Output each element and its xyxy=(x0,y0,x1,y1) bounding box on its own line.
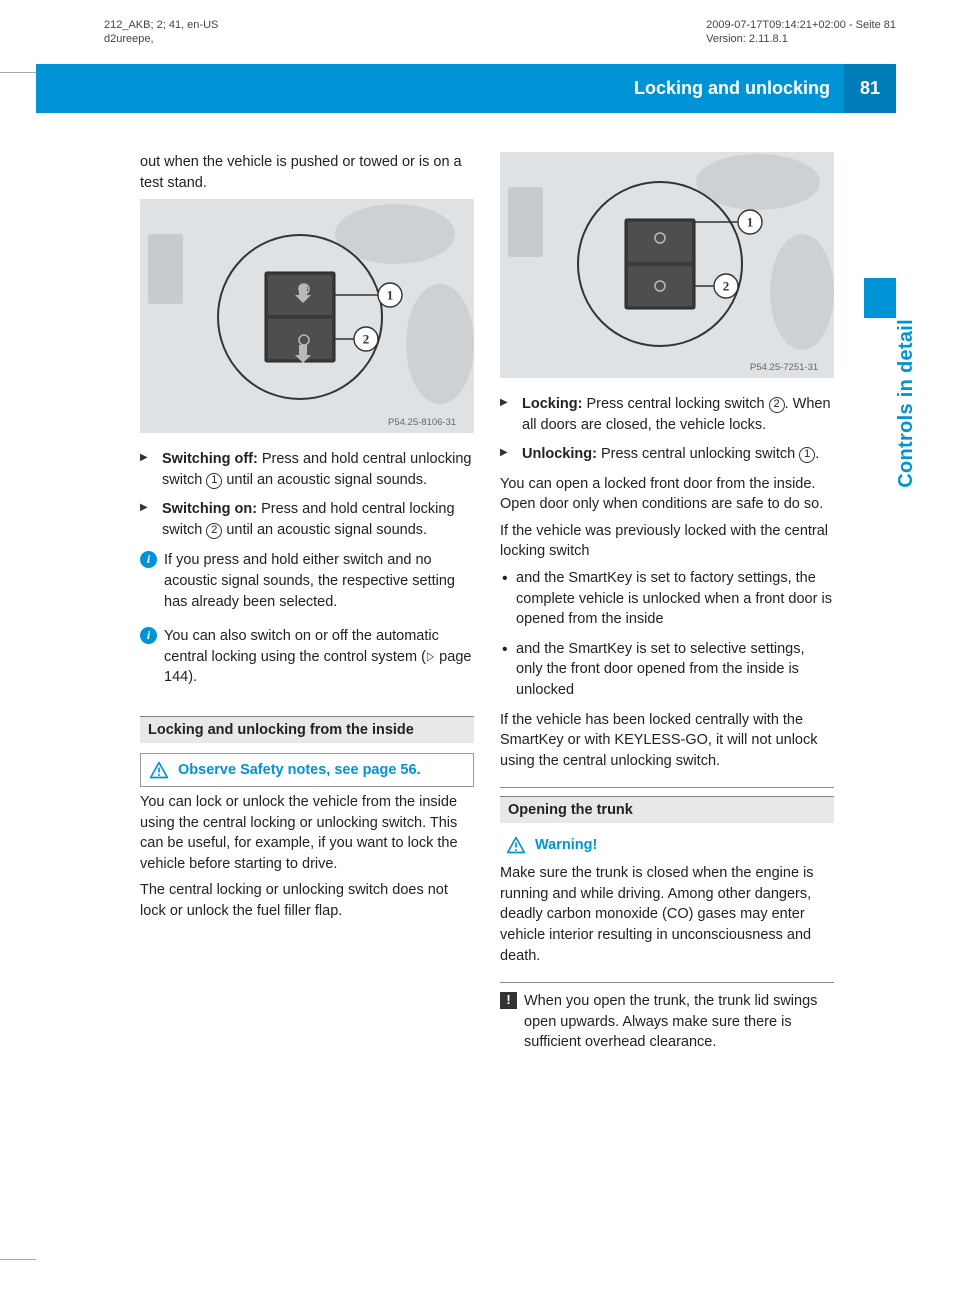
header-title: Locking and unlocking xyxy=(634,78,844,99)
right-bullets: and the SmartKey is set to factory setti… xyxy=(500,568,834,700)
section-opening-trunk: Opening the trunk xyxy=(500,796,834,823)
print-metadata: 212_AKB; 2; 41, en-US d2ureepe, 2009-07-… xyxy=(104,18,896,47)
divider xyxy=(500,982,834,983)
step-locking: Locking: Press central locking switch 2.… xyxy=(500,394,834,435)
step-switching-on: Switching on: Press and hold central loc… xyxy=(140,499,474,540)
svg-text:2: 2 xyxy=(723,279,730,294)
svg-text:2: 2 xyxy=(363,332,370,347)
page: 212_AKB; 2; 41, en-US d2ureepe, 2009-07-… xyxy=(0,0,954,1294)
sidebar-label: Controls in detail xyxy=(895,319,918,488)
step-off-b: until an acoustic signal sounds. xyxy=(222,472,427,488)
callout-1: 1 xyxy=(799,447,815,463)
warning-title: Warning! xyxy=(535,837,597,853)
header-band-inner: Locking and unlocking 81 xyxy=(634,64,896,113)
sidebar-tab xyxy=(864,278,896,318)
info-icon: i xyxy=(140,627,157,644)
meta-r2: Version: 2.11.8.1 xyxy=(706,32,896,46)
right-steps: Locking: Press central locking switch 2.… xyxy=(500,394,834,465)
left-intro: out when the vehicle is pushed or towed … xyxy=(140,152,474,193)
content-columns: out when the vehicle is pushed or towed … xyxy=(140,152,835,1065)
info2-a: You can also switch on or off the automa… xyxy=(164,628,439,665)
bullet-selective: and the SmartKey is set to selective set… xyxy=(500,639,834,701)
safety-link-row[interactable]: Observe Safety notes, see page 56. xyxy=(140,753,474,787)
warning-body: Make sure the trunk is closed when the e… xyxy=(500,863,834,966)
page-number: 81 xyxy=(844,64,896,113)
step-on-b: until an acoustic signal sounds. xyxy=(222,522,427,538)
meta-l1: 212_AKB; 2; 41, en-US xyxy=(104,18,218,32)
left-steps: Switching off: Press and hold central un… xyxy=(140,449,474,540)
info-icon: i xyxy=(140,551,157,568)
right-para-a: You can open a locked front door from th… xyxy=(500,474,834,515)
fig-code-right: P54.25-7251-31 xyxy=(750,362,818,373)
info-note-1: i If you press and hold either switch an… xyxy=(140,550,474,612)
callout-2: 2 xyxy=(769,397,785,413)
meta-l2: d2ureepe, xyxy=(104,32,218,46)
figure-right: 1 2 P54.25-7251-31 xyxy=(500,152,834,378)
unlock-a: Press central unlocking switch xyxy=(597,446,799,462)
callout-1: 1 xyxy=(206,473,222,489)
svg-text:1: 1 xyxy=(387,288,394,303)
warning-triangle-icon xyxy=(506,835,526,855)
unlock-b: . xyxy=(815,446,819,462)
page-ref-icon: ▷ xyxy=(427,648,434,665)
excl-text: When you open the trunk, the trunk lid s… xyxy=(524,993,817,1050)
lock-a: Press central locking switch xyxy=(582,396,768,412)
meta-right: 2009-07-17T09:14:21+02:00 - Seite 81 Ver… xyxy=(706,18,896,47)
crop-mark-top xyxy=(0,72,36,73)
step-on-bold: Switching on: xyxy=(162,501,257,517)
fig-code-left: P54.25-8106-31 xyxy=(388,417,456,428)
warning-row: Warning! xyxy=(500,833,834,857)
header-band: Locking and unlocking 81 xyxy=(36,64,896,113)
figure-left: 1 2 P54.25-8106-31 xyxy=(140,199,474,433)
left-para-b: The central locking or unlocking switch … xyxy=(140,880,474,921)
exclamation-note: ! When you open the trunk, the trunk lid… xyxy=(500,991,834,1053)
right-para-c: If the vehicle has been locked centrally… xyxy=(500,710,834,772)
safety-link-text: Observe Safety notes, see page 56. xyxy=(178,762,421,778)
info1-text: If you press and hold either switch and … xyxy=(164,552,455,609)
unlock-bold: Unlocking: xyxy=(522,446,597,462)
crop-mark-bottom xyxy=(0,1259,36,1260)
bullet-factory: and the SmartKey is set to factory setti… xyxy=(500,568,834,630)
callout-2: 2 xyxy=(206,523,222,539)
right-column: 1 2 P54.25-7251-31 Locking: Press centra… xyxy=(500,152,834,1065)
lock-bold: Locking: xyxy=(522,396,582,412)
step-off-bold: Switching off: xyxy=(162,451,258,467)
info-note-2: i You can also switch on or off the auto… xyxy=(140,626,474,688)
divider xyxy=(500,787,834,788)
meta-r1: 2009-07-17T09:14:21+02:00 - Seite 81 xyxy=(706,18,896,32)
meta-left: 212_AKB; 2; 41, en-US d2ureepe, xyxy=(104,18,218,47)
warning-triangle-icon xyxy=(149,760,169,780)
step-unlocking: Unlocking: Press central unlocking switc… xyxy=(500,444,834,465)
svg-text:1: 1 xyxy=(747,215,754,230)
exclamation-icon: ! xyxy=(500,992,517,1009)
right-para-b: If the vehicle was previously locked wit… xyxy=(500,521,834,562)
section-locking-inside: Locking and unlocking from the inside xyxy=(140,716,474,743)
step-switching-off: Switching off: Press and hold central un… xyxy=(140,449,474,490)
left-para-a: You can lock or unlock the vehicle from … xyxy=(140,792,474,874)
left-column: out when the vehicle is pushed or towed … xyxy=(140,152,474,1065)
